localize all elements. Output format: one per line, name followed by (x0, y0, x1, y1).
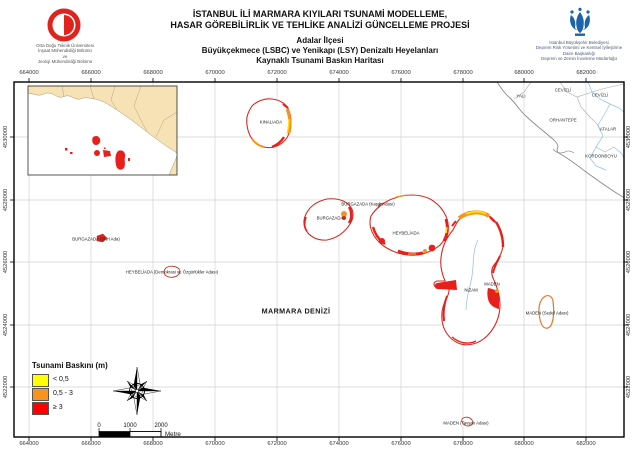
neighborhood-label-yali: YALI (516, 93, 526, 99)
map-title-line1: İSTANBUL İLİ MARMARA KIYILARI TSUNAMİ MO… (192, 9, 448, 19)
x-axis-label: 678000 (453, 441, 473, 447)
x-axis-label: 682000 (576, 441, 596, 447)
island-label-sedef: MADEN (Sedef Adası) (525, 310, 569, 316)
legend-swatch (32, 374, 49, 387)
x-axis-label: 664000 (19, 70, 39, 76)
island-label-kasik: BURGAZADA (Kaşık Adası) (341, 201, 395, 207)
metu-logo (47, 8, 81, 42)
left-logo-line: İnşaat Mühendisliği Bölümü (38, 48, 92, 54)
x-axis-label: 674000 (329, 70, 349, 76)
scalebar-tick: 0 (97, 423, 101, 429)
compass-rose-icon (112, 366, 162, 416)
streams (587, 82, 624, 171)
neighborhood-label-atalar: ATALAR (599, 126, 617, 132)
y-axis-label: 4522000 (626, 375, 632, 399)
map-subtitle-source: Büyükçekmece (LSBC) ve Yenikapı (LSY) De… (201, 46, 439, 55)
inset-border (27, 85, 178, 176)
x-axis-label: 674000 (329, 441, 349, 447)
right-logo-text: İstanbul Büyükşehir Belediyesi Deprem Ri… (518, 40, 640, 62)
scalebar-tick: 1000 (123, 423, 137, 429)
island-sedef (538, 295, 555, 329)
neighborhood-label-orhantepe: ORHANTEPE (549, 117, 577, 123)
legend-label: 0,5 - 3 (53, 390, 73, 397)
sea-label: MARMARA DENİZİ (261, 306, 331, 316)
x-axis-label: 670000 (205, 70, 225, 76)
x-axis-label: 664000 (19, 441, 39, 447)
neighborhood-label-cevizli: CEVİZLİ (554, 87, 572, 93)
island-label-burgazada: BURGAZADA (316, 215, 344, 221)
x-axis-label: 672000 (267, 70, 287, 76)
island-label-tavsan: MADEN (Tavşan Adası) (443, 420, 489, 426)
y-axis-label: 4524000 (3, 313, 9, 337)
x-axis-label: 682000 (576, 70, 596, 76)
right-logo-line: Deprem Risk Yönetimi ve Kentsel İyileşti… (535, 45, 623, 51)
scale-bar (98, 428, 162, 438)
map-frame-border (13, 81, 625, 438)
left-logo-line: Jeoloji Mühendisliği Bölümü (37, 59, 93, 65)
x-axis-label: 666000 (81, 441, 101, 447)
right-logo-line: Deprem ve Zemin İnceleme Müdürlüğü (541, 56, 617, 62)
map-subtitle-type: Kaynaklı Tsunami Baskın Haritası (256, 56, 384, 65)
coastline-harbor (552, 148, 575, 154)
inset-islands (65, 135, 130, 170)
x-axis-label: 670000 (205, 441, 225, 447)
y-axis-label: 4528000 (626, 188, 632, 212)
x-axis-label: 678000 (453, 70, 473, 76)
district-label-nizam: NİZAM (464, 287, 478, 293)
district-label-maden: MADEN (484, 281, 500, 287)
island-label-kinaliada: KINALIADA (259, 119, 283, 125)
legend-swatch (32, 388, 49, 401)
x-axis-label: 676000 (391, 441, 411, 447)
y-axis-label: 4524000 (626, 313, 632, 337)
island-sivriada (96, 233, 108, 243)
scalebar-unit: Metre (165, 431, 181, 438)
y-axis-label: 4522000 (3, 375, 9, 399)
axis-ticks (10, 78, 628, 441)
left-logo-line: Orta Doğu Teknik Üniversitesi (36, 43, 94, 48)
right-logo-line: Daire Başkanlığı (562, 50, 596, 56)
islands (96, 98, 555, 427)
inset-map (27, 85, 178, 176)
x-axis-label: 672000 (267, 441, 287, 447)
left-logo-line: ve (62, 53, 68, 59)
map-subtitle-district: Adalar İlçesi (296, 36, 344, 45)
right-logo-line: İstanbul Büyükşehir Belediyesi (549, 40, 609, 45)
island-yassiada (163, 265, 181, 278)
x-axis-label: 680000 (514, 70, 534, 76)
coastline (496, 82, 624, 199)
island-label-yassiada: HEYBELİADA (Demokrasi ve Özgürlükler Ada… (125, 269, 219, 275)
island-label-sivriada: BURGAZADA (Sivri Ada) (72, 236, 120, 242)
x-axis-label: 668000 (143, 70, 163, 76)
district-boundaries (513, 82, 624, 133)
scalebar-tick: 2000 (154, 423, 168, 429)
inset-land (27, 85, 178, 154)
island-tavsan (461, 416, 474, 427)
y-axis-label: 4530000 (626, 125, 632, 149)
x-axis-label: 676000 (391, 70, 411, 76)
legend-swatch (32, 402, 49, 415)
y-axis-label: 4526000 (3, 250, 9, 274)
x-axis-label: 666000 (81, 70, 101, 76)
y-axis-label: 4526000 (626, 250, 632, 274)
y-axis-label: 4528000 (3, 188, 9, 212)
x-axis-label: 680000 (514, 441, 534, 447)
x-axis-label: 668000 (143, 441, 163, 447)
legend-title: Tsunami Baskını (m) (32, 361, 108, 370)
neighborhood-label-kordonboyu: KORDONBOYU (585, 153, 617, 159)
legend-label: ≥ 3 (53, 404, 63, 411)
island-label-heybeliada: HEYBELİADA (392, 230, 420, 236)
inset-boundaries (61, 85, 178, 138)
island-buyukada (433, 210, 504, 346)
ibb-logo (570, 7, 590, 36)
legend-label: < 0,5 (53, 376, 69, 383)
neighborhood-label-cevizli2: CEVİZLİ (591, 92, 609, 98)
buyukada-stream (465, 239, 479, 311)
left-logo-text: Orta Doğu Teknik Üniversitesi İnşaat Müh… (9, 43, 121, 65)
y-axis-label: 4530000 (3, 125, 9, 149)
map-title-line2: HASAR GÖREBİLİRLİK VE TEHLİKE ANALİZİ GÜ… (170, 20, 470, 30)
island-kinaliada (246, 98, 292, 149)
